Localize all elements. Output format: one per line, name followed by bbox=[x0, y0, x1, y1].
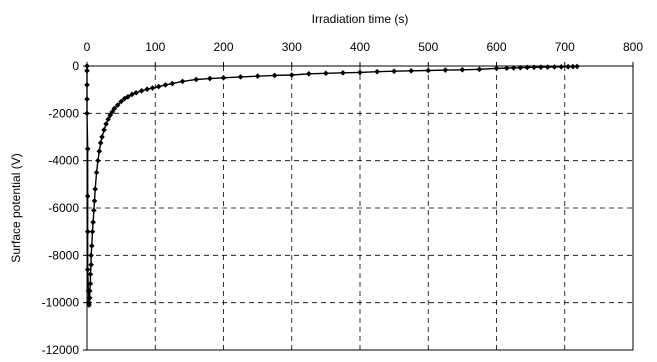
data-point bbox=[220, 75, 227, 81]
data-point bbox=[476, 66, 483, 73]
data-point bbox=[149, 85, 156, 91]
data-point bbox=[125, 93, 131, 100]
data-point bbox=[87, 280, 94, 287]
y-tick-label: -2000 bbox=[48, 106, 79, 120]
data-point bbox=[155, 83, 162, 90]
data-point bbox=[531, 64, 537, 71]
y-tick-label: 0 bbox=[72, 59, 79, 73]
data-point bbox=[84, 266, 91, 273]
x-axis-title: Irradiation time (s) bbox=[312, 12, 409, 26]
data-point bbox=[96, 148, 103, 154]
data-point bbox=[129, 91, 135, 98]
data-point bbox=[138, 88, 145, 94]
data-point bbox=[89, 228, 96, 235]
data-point bbox=[91, 198, 98, 204]
data-point bbox=[133, 89, 139, 96]
data-point bbox=[207, 75, 213, 82]
y-tick-label: -8000 bbox=[48, 248, 79, 262]
data-point bbox=[88, 252, 94, 259]
data-point bbox=[558, 64, 565, 70]
data-point bbox=[93, 169, 100, 176]
x-tick-label: 100 bbox=[145, 40, 165, 54]
data-point bbox=[517, 64, 524, 71]
data-point bbox=[86, 299, 92, 306]
data-point bbox=[306, 71, 312, 77]
data-point bbox=[95, 157, 101, 164]
data-point bbox=[111, 105, 118, 112]
data-point bbox=[169, 80, 176, 87]
data-point bbox=[574, 63, 580, 70]
data-point bbox=[162, 82, 169, 88]
x-tick-label: 200 bbox=[213, 40, 233, 54]
data-point bbox=[538, 64, 544, 70]
data-point bbox=[92, 186, 98, 192]
x-axis-ticks: 0 100 200 300 400 500 600 700 800 bbox=[84, 40, 643, 66]
data-point bbox=[84, 96, 90, 102]
data-point bbox=[271, 72, 278, 79]
data-point bbox=[374, 68, 380, 75]
data-point bbox=[493, 65, 500, 72]
data-point bbox=[357, 69, 363, 76]
data-point bbox=[144, 86, 150, 92]
data-point bbox=[114, 102, 121, 108]
x-tick-label: 300 bbox=[282, 40, 302, 54]
data-point bbox=[84, 63, 90, 69]
data-point bbox=[565, 63, 571, 70]
x-tick-label: 700 bbox=[555, 40, 575, 54]
data-point bbox=[84, 110, 90, 117]
data-point bbox=[551, 64, 558, 70]
data-point bbox=[323, 70, 329, 77]
data-point bbox=[442, 67, 449, 73]
data-point bbox=[99, 134, 105, 140]
data-point bbox=[84, 82, 90, 88]
data-point bbox=[570, 63, 576, 70]
data-point bbox=[288, 72, 295, 78]
data-point bbox=[408, 68, 414, 74]
y-axis-title: Surface potential (V) bbox=[9, 153, 23, 262]
data-point bbox=[459, 66, 466, 73]
data-point bbox=[101, 127, 107, 133]
data-point bbox=[179, 78, 186, 85]
data-point bbox=[391, 68, 397, 75]
y-tick-label: -4000 bbox=[48, 154, 79, 168]
data-point bbox=[86, 295, 93, 301]
data-point bbox=[340, 70, 346, 76]
data-point bbox=[84, 146, 91, 152]
data-point bbox=[84, 228, 91, 235]
data-point bbox=[86, 288, 93, 294]
data-point bbox=[87, 271, 94, 278]
data-point bbox=[254, 73, 261, 79]
data-point bbox=[193, 76, 199, 83]
x-tick-label: 400 bbox=[350, 40, 370, 54]
data-point bbox=[524, 64, 531, 71]
x-tick-label: 800 bbox=[623, 40, 643, 54]
y-axis-ticks: 0 -2000 -4000 -6000 -8000 -10000 -12000 bbox=[42, 59, 87, 357]
data-point bbox=[105, 116, 111, 123]
y-tick-label: -10000 bbox=[42, 296, 80, 310]
series-markers bbox=[84, 63, 580, 308]
y-tick-label: -6000 bbox=[48, 201, 79, 215]
data-point bbox=[91, 207, 97, 214]
y-tick-label: -12000 bbox=[42, 343, 80, 357]
data-point bbox=[88, 243, 95, 249]
data-point bbox=[97, 140, 104, 146]
data-point bbox=[118, 98, 124, 105]
gridlines bbox=[87, 66, 633, 350]
data-point bbox=[425, 67, 432, 74]
data-point bbox=[103, 121, 109, 127]
data-point bbox=[88, 262, 94, 268]
data-point bbox=[503, 65, 510, 71]
data-point bbox=[237, 74, 244, 80]
data-point bbox=[510, 65, 517, 71]
data-point bbox=[90, 219, 96, 225]
x-tick-label: 0 bbox=[84, 40, 91, 54]
data-point bbox=[84, 67, 90, 74]
data-point bbox=[544, 64, 551, 70]
x-tick-label: 600 bbox=[486, 40, 506, 54]
x-tick-label: 500 bbox=[418, 40, 438, 54]
data-point bbox=[84, 193, 91, 199]
